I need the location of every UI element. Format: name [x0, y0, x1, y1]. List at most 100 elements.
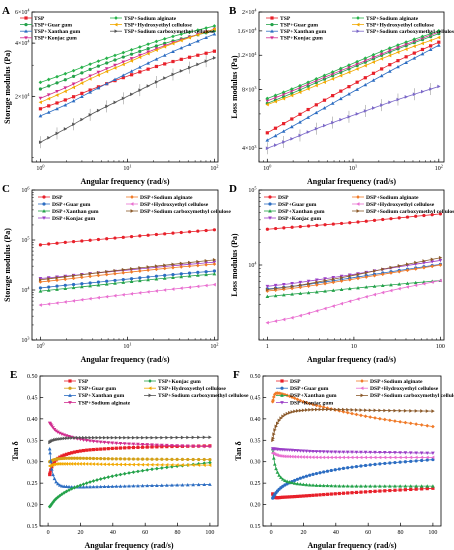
- data-point: [359, 408, 363, 412]
- series-line: [267, 257, 441, 290]
- legend-label: DSP+Hydroxyethyl cellulose: [370, 386, 439, 392]
- data-point: [118, 446, 123, 450]
- data-point: [80, 78, 84, 82]
- data-point: [204, 26, 208, 30]
- data-point: [179, 32, 184, 37]
- data-point: [282, 122, 286, 126]
- data-point: [341, 484, 346, 488]
- data-point: [38, 107, 43, 111]
- data-point: [162, 44, 167, 49]
- data-point: [155, 466, 159, 471]
- data-point: [282, 285, 286, 290]
- data-point: [154, 232, 159, 237]
- data-point: [129, 47, 134, 52]
- data-point: [49, 467, 54, 471]
- legend-marker: [114, 29, 118, 34]
- data-point: [431, 409, 435, 413]
- data-point: [363, 414, 368, 419]
- data-point: [136, 484, 140, 488]
- data-point: [287, 454, 291, 459]
- data-point: [104, 294, 109, 299]
- data-point: [322, 73, 327, 78]
- data-point: [96, 73, 100, 77]
- legend-marker: [148, 393, 152, 398]
- data-point: [437, 40, 441, 44]
- legend-marker: [68, 386, 72, 390]
- data-point: [171, 275, 175, 279]
- series-line: [40, 28, 215, 103]
- data-point: [339, 287, 344, 291]
- data-point: [304, 400, 309, 405]
- legend-label: TSP+Hydroxyethyl cellulose: [124, 22, 192, 28]
- data-point: [60, 492, 64, 497]
- data-point: [389, 288, 393, 293]
- legend-label: DSP+Sodium alginate: [370, 379, 423, 385]
- data-point: [281, 129, 286, 133]
- data-point: [272, 462, 277, 466]
- data-point: [298, 476, 302, 480]
- data-point: [408, 451, 413, 455]
- data-point: [308, 407, 312, 412]
- data-point: [121, 50, 126, 55]
- data-point: [162, 53, 167, 57]
- data-point: [403, 488, 407, 492]
- data-point: [331, 304, 335, 308]
- data-point: [140, 462, 145, 467]
- data-point: [290, 136, 294, 141]
- data-point: [430, 280, 434, 285]
- data-point: [131, 445, 136, 450]
- data-point: [350, 408, 354, 412]
- series-5: [38, 282, 216, 307]
- data-point: [38, 140, 43, 145]
- data-point: [159, 483, 164, 487]
- data-point: [104, 69, 109, 74]
- data-point: [38, 303, 42, 307]
- data-point: [387, 455, 392, 460]
- data-point: [283, 478, 287, 482]
- data-point: [277, 496, 281, 500]
- data-point: [397, 282, 402, 286]
- data-point: [359, 464, 363, 468]
- data-point: [289, 124, 294, 129]
- data-point: [202, 445, 207, 449]
- data-point: [180, 444, 185, 448]
- series-line: [49, 448, 210, 488]
- data-point: [364, 294, 368, 299]
- data-point: [102, 476, 107, 480]
- y-tick-label: 0.45: [27, 395, 38, 401]
- data-point: [88, 485, 92, 489]
- data-point: [322, 106, 327, 110]
- data-point: [345, 450, 350, 454]
- data-point: [307, 455, 312, 459]
- data-point: [127, 435, 131, 440]
- data-point: [337, 467, 341, 471]
- series-2: [265, 278, 443, 298]
- y-tick-label: 0.15: [27, 524, 38, 530]
- data-point: [102, 435, 107, 440]
- data-point: [80, 297, 84, 302]
- data-point: [95, 484, 99, 489]
- data-point: [363, 109, 368, 113]
- data-point: [129, 279, 134, 283]
- data-point: [315, 407, 319, 412]
- series-line: [267, 30, 439, 99]
- data-point: [359, 484, 363, 488]
- x-axis-label: Angular frequency (rad/s): [307, 541, 396, 550]
- data-point: [279, 454, 283, 458]
- data-point: [337, 407, 342, 412]
- data-point: [338, 69, 343, 73]
- data-point: [364, 275, 369, 279]
- data-point: [56, 437, 60, 442]
- data-point: [275, 496, 280, 500]
- data-point: [323, 281, 327, 286]
- data-point: [279, 495, 283, 500]
- data-point: [138, 55, 142, 60]
- data-point: [412, 39, 417, 44]
- data-point: [78, 456, 82, 460]
- x-tick-label: 20: [300, 530, 306, 536]
- data-point: [331, 94, 335, 98]
- data-point: [130, 266, 134, 271]
- data-point: [212, 56, 217, 60]
- data-point: [129, 277, 134, 281]
- data-point: [318, 450, 322, 454]
